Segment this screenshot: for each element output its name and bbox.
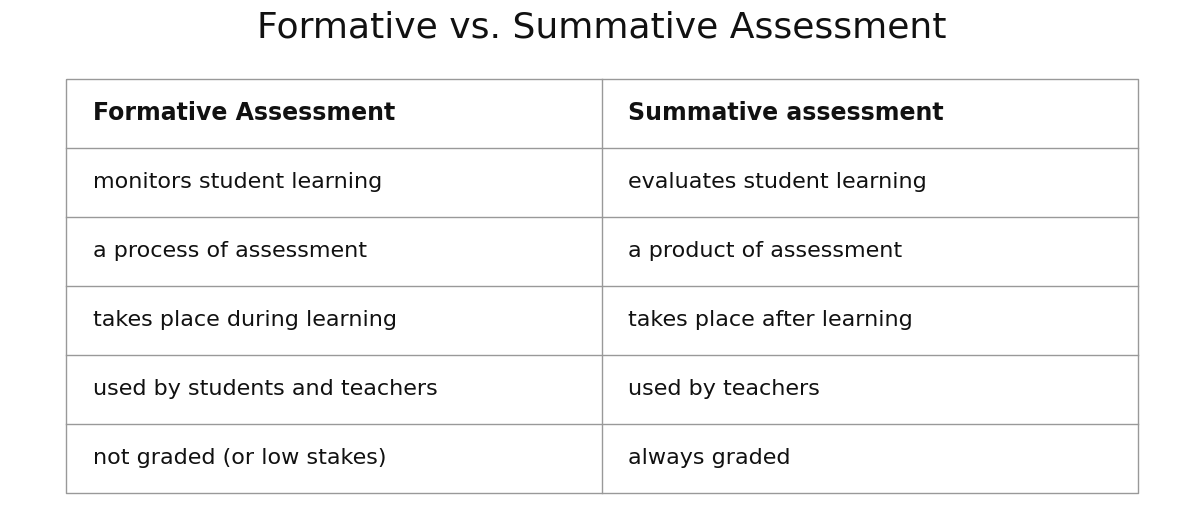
Text: not graded (or low stakes): not graded (or low stakes): [93, 448, 386, 468]
Text: always graded: always graded: [628, 448, 791, 468]
Text: a product of assessment: a product of assessment: [628, 241, 903, 261]
Text: evaluates student learning: evaluates student learning: [628, 172, 927, 192]
Text: Summative assessment: Summative assessment: [628, 101, 944, 125]
Text: Formative vs. Summative Assessment: Formative vs. Summative Assessment: [258, 11, 946, 45]
Text: Formative Assessment: Formative Assessment: [93, 101, 395, 125]
Text: a process of assessment: a process of assessment: [93, 241, 367, 261]
Text: monitors student learning: monitors student learning: [93, 172, 382, 192]
Text: used by students and teachers: used by students and teachers: [93, 379, 437, 399]
Text: takes place during learning: takes place during learning: [93, 310, 396, 330]
Text: takes place after learning: takes place after learning: [628, 310, 914, 330]
Text: used by teachers: used by teachers: [628, 379, 820, 399]
